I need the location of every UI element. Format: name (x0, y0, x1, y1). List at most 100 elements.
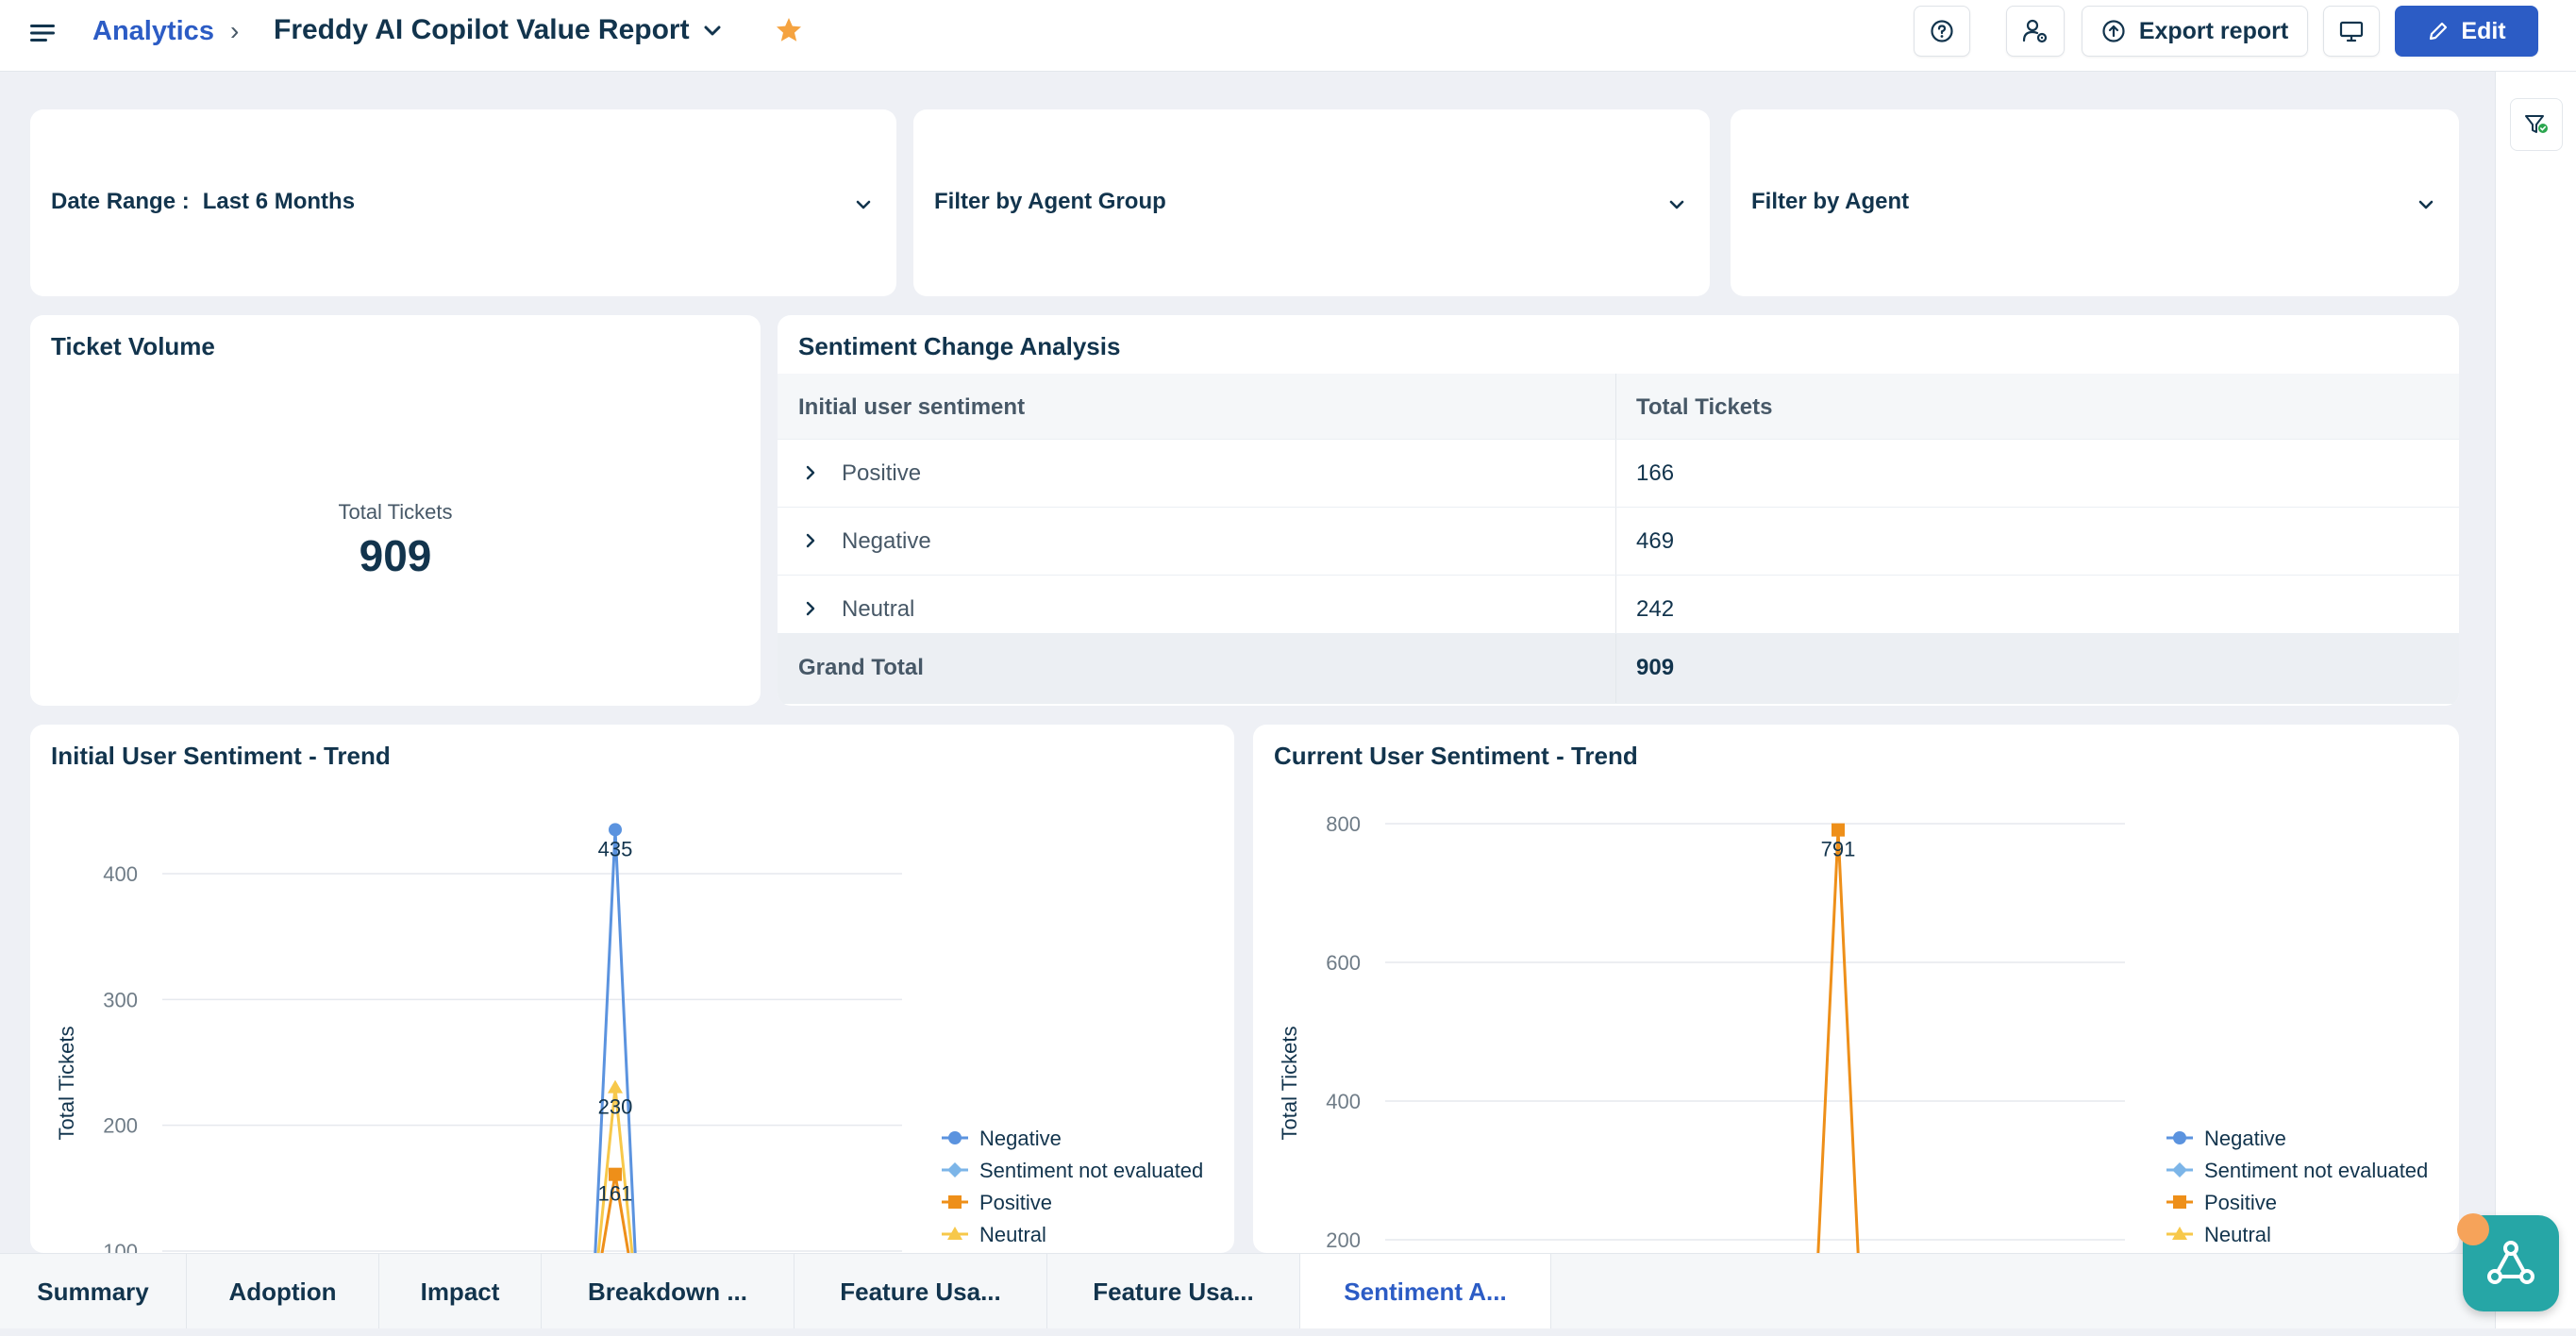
ticket-volume-card: Ticket Volume Total Tickets 909 (30, 315, 761, 706)
tab-feature-usage-2[interactable]: Feature Usa... (1047, 1254, 1300, 1329)
data-point (1832, 823, 1845, 837)
legend-marker (2173, 1131, 2186, 1144)
total-tickets-value: 909 (359, 531, 432, 580)
hamburger-menu-icon[interactable] (28, 19, 57, 47)
y-axis-title: Total Tickets (1278, 1026, 1301, 1140)
row-label: Negative (842, 528, 931, 554)
help-button[interactable] (1914, 6, 1970, 57)
initial-sentiment-chart: 100 200 300 400 Total Tickets 435 230 161 Negati… (55, 823, 1203, 1253)
help-icon (1931, 20, 1953, 42)
tab-adoption[interactable]: Adoption (187, 1254, 379, 1329)
sentiment-change-title: Sentiment Change Analysis (798, 332, 1121, 360)
y-tick-label: 400 (103, 862, 138, 886)
chevron-right-icon[interactable] (802, 532, 819, 549)
agent-filter-label: Filter by Agent (1751, 189, 1910, 214)
export-report-button[interactable]: Export report (2082, 6, 2308, 57)
tab-feature-usage-1[interactable]: Feature Usa... (795, 1254, 1047, 1329)
y-tick-label: 300 (103, 988, 138, 1011)
y-axis-title: Total Tickets (55, 1026, 78, 1140)
user-settings-icon (2022, 19, 2048, 43)
date-range-label: Date Range : (51, 189, 190, 214)
current-sentiment-chart: 200 400 600 800 Total Tickets 791 Negative Sent… (1278, 812, 2428, 1253)
data-point (608, 1079, 623, 1094)
legend-item: Sentiment not evaluated (2204, 1159, 2428, 1182)
legend-item: Neutral (2204, 1223, 2271, 1246)
legend-item: Negative (2204, 1127, 2286, 1150)
legend-marker (947, 1227, 962, 1240)
column-header-total-tickets: Total Tickets (1636, 394, 1773, 420)
top-header: Analytics › Freddy AI Copilot Value Repo… (0, 0, 2576, 72)
data-point (609, 1167, 622, 1181)
initial-sentiment-trend-card: Initial User Sentiment - Trend 100 200 300… (30, 725, 1234, 1253)
notification-dot (2457, 1213, 2489, 1245)
report-tab-bar: Summary Adoption Impact Breakdown ... Fe… (0, 1253, 2495, 1329)
tab-impact[interactable]: Impact (379, 1254, 542, 1329)
legend-item: Neutral (979, 1223, 1046, 1246)
row-value: 469 (1636, 528, 1675, 554)
star-icon[interactable] (774, 15, 804, 45)
legend-item: Sentiment not evaluated (979, 1159, 1203, 1182)
legend-item: Positive (2204, 1191, 2277, 1214)
table-header-row: Initial user sentiment Total Tickets (778, 374, 2459, 440)
agent-settings-button[interactable] (2006, 6, 2065, 57)
grand-total-label: Grand Total (798, 655, 924, 680)
data-label: 791 (1821, 838, 1856, 861)
series-line (1816, 829, 1860, 1253)
sentiment-change-card: Sentiment Change Analysis Initial user s… (778, 315, 2459, 706)
current-sentiment-trend-card: Current User Sentiment - Trend 200 400 600… (1253, 725, 2459, 1253)
chevron-down-icon (1669, 200, 1684, 209)
column-header-initial-sentiment: Initial user sentiment (798, 394, 1026, 420)
total-tickets-label: Total Tickets (338, 500, 453, 524)
date-range-filter[interactable]: Date Range : Last 6 Months (30, 109, 896, 296)
data-point (609, 823, 622, 837)
edit-button[interactable]: Edit (2395, 6, 2538, 57)
legend-marker (948, 1131, 962, 1144)
breadcrumb-analytics[interactable]: Analytics (92, 16, 214, 46)
tab-summary[interactable]: Summary (0, 1254, 187, 1329)
chart-title: Initial User Sentiment - Trend (51, 742, 391, 770)
table-row[interactable]: Positive 166 (778, 440, 2459, 508)
y-tick-label: 600 (1326, 951, 1361, 975)
table-row[interactable]: Negative 469 (778, 508, 2459, 576)
bottom-strip (0, 1328, 2576, 1336)
present-mode-button[interactable] (2323, 6, 2380, 57)
filter-icon (2525, 115, 2548, 133)
tab-breakdown[interactable]: Breakdown ... (542, 1254, 795, 1329)
legend-marker (947, 1162, 962, 1177)
y-tick-label: 800 (1326, 812, 1361, 836)
legend-marker (2173, 1195, 2186, 1209)
chevron-right-icon[interactable] (802, 464, 819, 481)
table-row[interactable]: Neutral 242 (778, 576, 2459, 634)
page-title: Freddy AI Copilot Value Report (274, 14, 690, 45)
agent-group-filter[interactable]: Filter by Agent Group (913, 109, 1710, 296)
edit-label: Edit (2461, 17, 2506, 44)
chart-title: Current User Sentiment - Trend (1274, 742, 1638, 770)
chevron-down-icon (856, 200, 871, 209)
row-label: Positive (842, 460, 922, 486)
agent-filter[interactable]: Filter by Agent (1731, 109, 2459, 296)
chevron-right-icon[interactable] (802, 600, 819, 617)
pencil-icon (2430, 22, 2448, 41)
grand-total-value: 909 (1636, 655, 1675, 680)
agent-group-filter-label: Filter by Agent Group (934, 189, 1166, 214)
ticket-volume-title: Ticket Volume (51, 332, 215, 360)
row-value: 242 (1636, 596, 1675, 622)
data-label: 435 (598, 837, 633, 860)
monitor-icon (2339, 21, 2364, 42)
export-icon (2102, 20, 2125, 42)
filter-panel-button[interactable] (2510, 98, 2563, 151)
row-value: 166 (1636, 460, 1675, 486)
y-tick-label: 200 (103, 1114, 138, 1138)
right-rail (2495, 72, 2576, 1336)
grand-total-row: Grand Total 909 (778, 634, 2459, 704)
export-report-label: Export report (2138, 17, 2289, 44)
chevron-down-icon[interactable] (700, 19, 725, 43)
assistant-icon (2487, 1241, 2534, 1284)
data-label: 161 (598, 1182, 633, 1206)
y-tick-label: 400 (1326, 1090, 1361, 1113)
y-tick-label: 200 (1326, 1228, 1361, 1252)
tab-sentiment-analysis[interactable]: Sentiment A... (1300, 1254, 1551, 1329)
legend-item: Positive (979, 1191, 1052, 1214)
data-label: 230 (598, 1095, 633, 1119)
breadcrumb-separator: › (230, 16, 240, 45)
